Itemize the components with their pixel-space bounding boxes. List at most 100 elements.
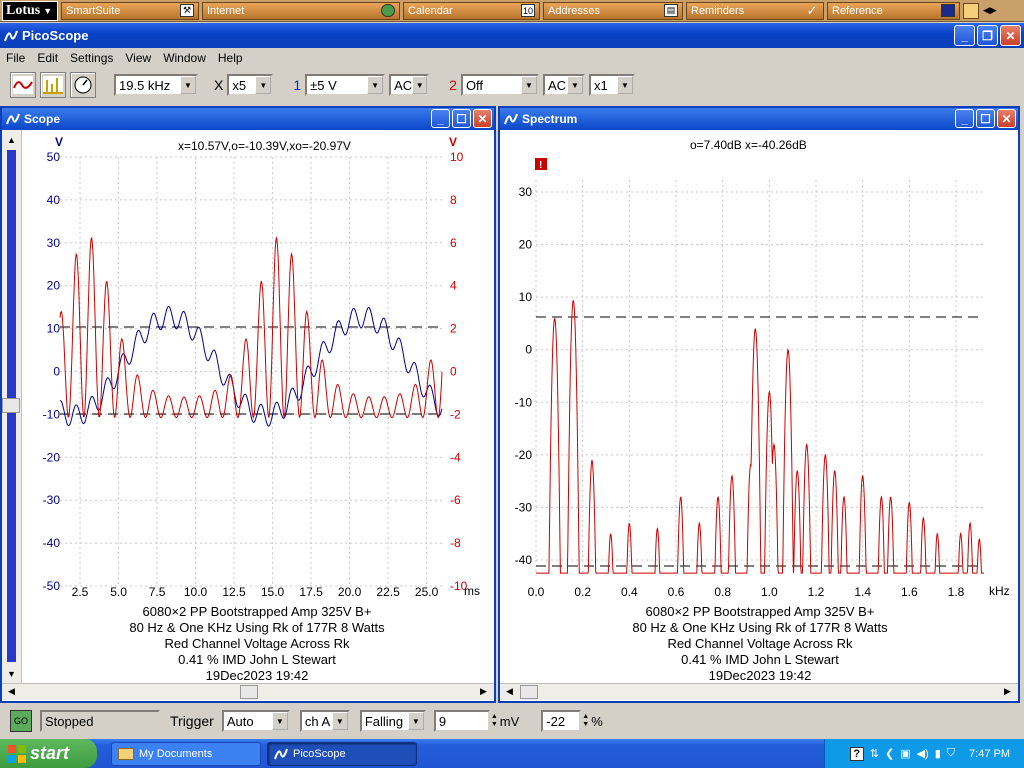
display-icon[interactable]: ▣	[900, 748, 911, 760]
lotus-item-label: SmartSuite	[66, 4, 121, 17]
lotus-reference[interactable]: Reference	[827, 1, 960, 20]
restore-button[interactable]: ❐	[977, 25, 998, 46]
sample-rate-value: 19.5 kHz	[119, 77, 171, 93]
clock[interactable]: 7:47 PM	[969, 747, 1010, 760]
spectrum-x-tick-label: 0.4	[621, 585, 638, 599]
scroll-right-arrow[interactable]: ▶	[1004, 686, 1011, 696]
start-button[interactable]: start	[0, 739, 97, 768]
windows-logo-icon	[8, 744, 26, 763]
spectrum-maximize-button[interactable]: ☐	[976, 109, 995, 128]
lotus-logo[interactable]: Lotus ▼	[2, 0, 58, 21]
scope-left-tick-label: -40	[43, 536, 61, 550]
meter-view-button[interactable]	[70, 72, 96, 98]
minimize-button[interactable]: _	[954, 25, 975, 46]
menu-edit[interactable]: Edit	[37, 50, 59, 65]
lotus-item-label: Calendar	[408, 4, 453, 17]
scroll-down-arrow[interactable]: ▼	[7, 668, 16, 679]
lotus-reminders[interactable]: Reminders ✓	[686, 1, 824, 20]
pretrigger-spinner[interactable]: ▲ ▼	[582, 713, 590, 728]
channel-2-range-value: Off	[465, 77, 484, 93]
scope-x-tick-label: 12.5	[222, 585, 246, 599]
shield-icon[interactable]: ⛉	[946, 747, 956, 759]
spectrum-view-button[interactable]	[40, 72, 66, 98]
book-icon	[941, 4, 955, 17]
scope-left-tick-label: 20	[47, 279, 61, 293]
scope-view-button[interactable]	[10, 72, 36, 98]
help-icon[interactable]: ?	[849, 746, 864, 761]
scope-right-tick-label: 8	[450, 193, 457, 207]
spectrum-window: Spectrum _ ☐ ✕ ◀ ▶ o=7.40dB x=-40.26dB !…	[498, 106, 1020, 703]
chevron-left-icon[interactable]: ❮	[884, 748, 895, 760]
lotus-smartcenter-bar: Lotus ▼ SmartSuite ⚒ Internet Calendar 10 A…	[0, 0, 1024, 22]
spectrum-minimize-button[interactable]: _	[955, 109, 974, 128]
menu-file[interactable]: File	[6, 50, 26, 65]
menu-view[interactable]: View	[125, 50, 152, 65]
spectrum-caption-line-3: Red Channel Voltage Across Rk	[668, 636, 853, 651]
menu-help[interactable]: Help	[217, 50, 243, 65]
lotus-calendar[interactable]: Calendar 10	[403, 1, 540, 20]
scope-plot[interactable]: x=10.57V,o=-10.39V,xo=-20.97V V V 504030…	[22, 130, 494, 683]
lotus-extra-icon[interactable]	[963, 2, 979, 19]
scroll-right-arrow[interactable]: ▶	[480, 686, 487, 696]
trigger-channel-select[interactable]: ch A ▼	[299, 710, 350, 732]
trigger-level-input[interactable]: 9	[433, 710, 490, 732]
scope-caption-line-5: 19Dec2023 19:42	[206, 668, 309, 683]
scroll-thumb[interactable]	[520, 685, 538, 699]
scope-close-button[interactable]: ✕	[473, 109, 492, 128]
trigger-level-spinner[interactable]: ▲ ▼	[490, 713, 498, 728]
picoscope-icon	[274, 748, 288, 759]
scroll-left-arrow[interactable]: ◀	[8, 686, 15, 696]
battery-icon[interactable]: ▮	[934, 748, 941, 760]
spectrum-close-button[interactable]: ✕	[997, 109, 1016, 128]
lotus-smartsuite[interactable]: SmartSuite ⚒	[61, 1, 199, 20]
lotus-internet[interactable]: Internet	[202, 1, 400, 20]
spectrum-plot[interactable]: o=7.40dB x=-40.26dB ! 30 20 10 0 -10 -20 -30 -4…	[500, 130, 1018, 683]
trigger-mode-select[interactable]: Auto ▼	[221, 710, 290, 732]
pretrigger-input[interactable]: -22	[541, 710, 582, 732]
trigger-level-unit: mV	[499, 713, 520, 729]
channel-2-coupling-select[interactable]: AC ▼	[542, 74, 585, 96]
scroll-up-arrow[interactable]: ▲	[7, 134, 16, 145]
channel-2-multiplier-value: x1	[593, 77, 608, 93]
scope-horizontal-scrollbar[interactable]: ◀ ▶	[2, 683, 494, 700]
scroll-left-arrow[interactable]: ◀	[506, 686, 513, 696]
scope-left-tick-label: 0	[53, 365, 60, 379]
spectrum-horizontal-scrollbar[interactable]: ◀ ▶	[500, 683, 1018, 700]
spectrum-bars-icon	[43, 76, 63, 94]
scope-maximize-button[interactable]: ☐	[452, 109, 471, 128]
channel-2-range-select[interactable]: Off ▼	[460, 74, 539, 96]
network-icon[interactable]: ⇅	[869, 748, 879, 760]
channel-1-coupling-select[interactable]: AC ▼	[389, 74, 430, 96]
spectrum-x-tick-label: 1.0	[761, 585, 778, 599]
lotus-addresses[interactable]: Addresses ▤	[543, 1, 683, 20]
scroll-thumb[interactable]	[2, 398, 20, 413]
volume-icon[interactable]: ◀)	[916, 748, 929, 760]
close-button[interactable]: ✕	[1000, 25, 1021, 46]
menu-window[interactable]: Window	[163, 50, 206, 65]
spectrum-x-tick-label: 0.2	[574, 585, 591, 599]
scope-wave-icon	[13, 76, 33, 94]
task-label: My Documents	[139, 747, 213, 760]
scope-minimize-button[interactable]: _	[431, 109, 450, 128]
scroll-thumb[interactable]	[240, 685, 258, 699]
scope-x-tick-label: 7.5	[149, 585, 166, 599]
x-multiplier-value: x5	[232, 77, 247, 93]
checkmark-icon: ✓	[806, 2, 818, 18]
channel-1-range-select[interactable]: ±5 V ▼	[305, 74, 386, 96]
sample-rate-select[interactable]: 19.5 kHz ▼	[114, 74, 198, 96]
menu-settings[interactable]: Settings	[70, 50, 114, 65]
scope-right-tick-label: 10	[450, 150, 464, 164]
x-multiplier-select[interactable]: x5 ▼	[227, 74, 274, 96]
scope-left-tick-label: -20	[43, 450, 61, 464]
trigger-edge-select[interactable]: Falling ▼	[359, 710, 426, 732]
chevron-down-icon: ▼	[255, 76, 272, 94]
scope-right-tick-label: 0	[450, 365, 457, 379]
scope-left-tick-label: 40	[47, 193, 61, 207]
scope-right-tick-label: -8	[450, 536, 461, 550]
go-button[interactable]: GO	[10, 710, 32, 732]
taskbar-picoscope[interactable]: PicoScope	[267, 741, 417, 766]
lotus-scroll-arrows[interactable]: ◀▶	[983, 5, 997, 15]
scope-vertical-scrollbar[interactable]: ▲ ▼	[2, 130, 22, 683]
taskbar-my-documents[interactable]: My Documents	[111, 741, 261, 766]
channel-2-multiplier-select[interactable]: x1 ▼	[588, 74, 635, 96]
